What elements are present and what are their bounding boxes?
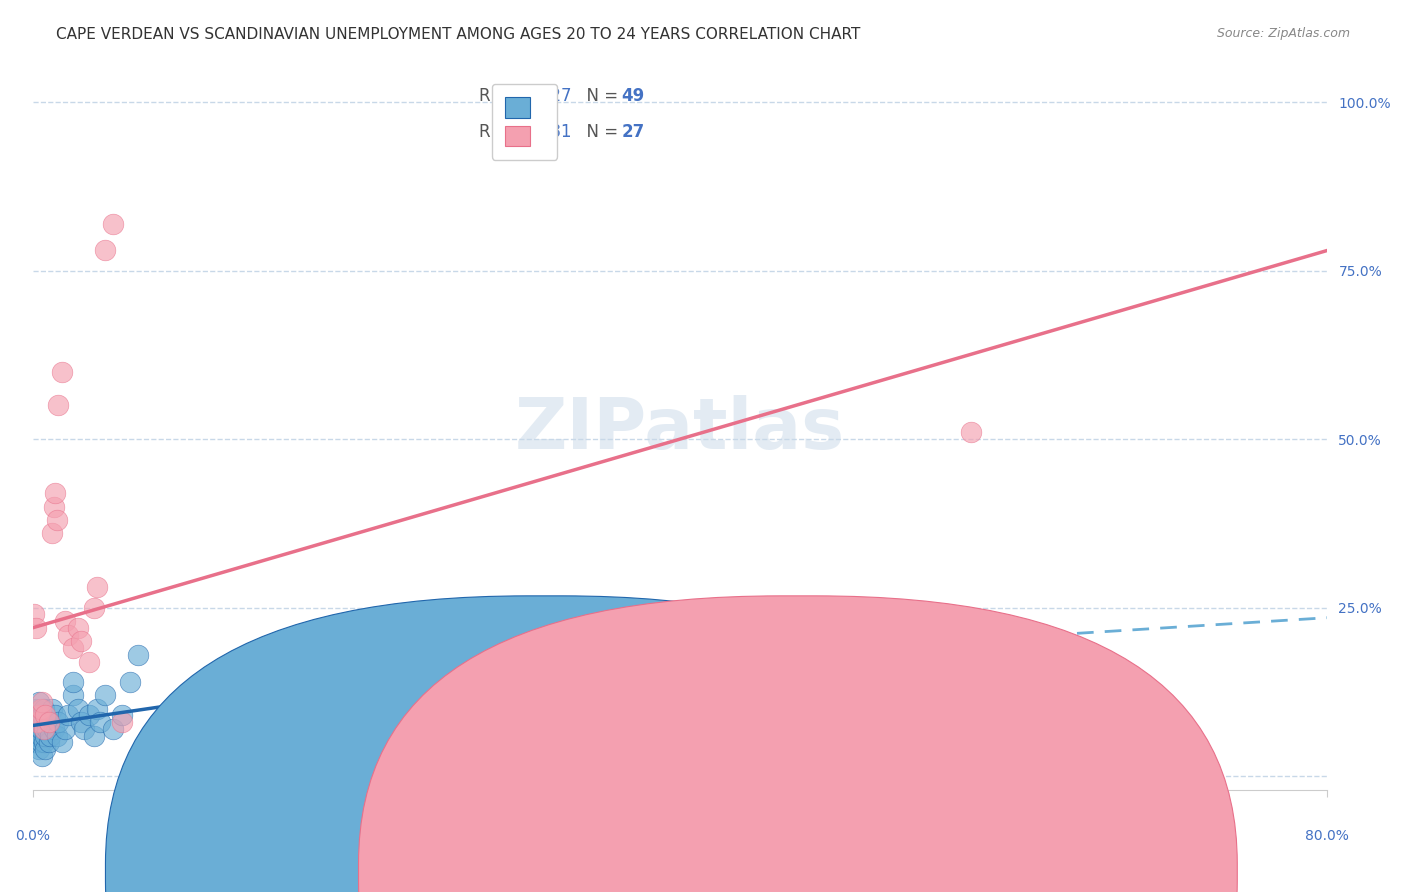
Point [27,708,49,723]
Point [48,715,70,730]
Text: N =: N = [576,87,624,104]
Point [32,722,55,736]
Point [45,729,67,743]
Point [66,701,89,715]
Point [150,735,173,749]
Point [28,708,51,723]
Point [118,674,141,689]
Text: Scandinavians: Scandinavians [789,859,898,874]
Text: 27: 27 [621,122,645,141]
Text: R =: R = [479,122,515,141]
Point [51,735,73,749]
Point [38,715,60,730]
Point [94,244,117,258]
Point [38,735,60,749]
Point [83,600,105,615]
Point [32,735,55,749]
Point [45,513,67,527]
Point [30,729,52,743]
Point [56,627,79,641]
Text: CAPE VERDEAN VS SCANDINAVIAN UNEMPLOYMENT AMONG AGES 20 TO 24 YEARS CORRELATION : CAPE VERDEAN VS SCANDINAVIAN UNEMPLOYMEN… [56,27,860,42]
Point [167,715,190,730]
Point [83,729,105,743]
Text: 49: 49 [621,87,645,104]
Point [30,701,52,715]
Point [28,742,51,756]
Point [34,742,56,756]
Point [77,655,100,669]
Point [39,729,62,743]
Point [89,715,111,730]
Point [183,748,205,763]
Point [51,365,73,379]
Text: 0.127: 0.127 [524,87,572,104]
Point [62,674,84,689]
Point [27,729,49,743]
Point [73,722,96,736]
Point [31,708,53,723]
Point [66,621,89,635]
Point [264,701,287,715]
Point [86,701,108,715]
Point [62,688,84,702]
Text: Cape Verdeans: Cape Verdeans [547,859,662,874]
Text: 0.0%: 0.0% [15,830,51,843]
Point [24,701,46,715]
Point [24,715,46,730]
Point [44,486,66,500]
Point [42,722,65,736]
Text: N =: N = [576,122,624,141]
Point [110,708,132,723]
Point [22,607,45,622]
Point [34,708,56,723]
Point [38,715,60,730]
Point [41,526,63,541]
Point [30,722,52,736]
Point [31,748,53,763]
Point [103,217,125,231]
Text: ZIPatlas: ZIPatlas [515,394,845,464]
Point [24,621,46,635]
Text: Source: ZipAtlas.com: Source: ZipAtlas.com [1216,27,1350,40]
Point [48,399,70,413]
Point [70,634,93,648]
Point [27,715,49,730]
Point [30,735,52,749]
Text: 0.381: 0.381 [524,122,572,141]
Point [70,715,93,730]
Point [86,581,108,595]
Point [35,722,58,736]
Point [62,640,84,655]
Point [44,708,66,723]
Point [34,729,56,743]
Point [31,695,53,709]
Point [53,614,76,628]
Point [56,708,79,723]
Legend: , : , [492,84,557,160]
Text: R =: R = [479,87,515,104]
Point [28,695,51,709]
Point [960,425,983,440]
Point [30,715,52,730]
Point [135,756,157,770]
Point [42,500,65,514]
Point [27,722,49,736]
Point [53,722,76,736]
Point [77,708,100,723]
Point [94,688,117,702]
Point [32,701,55,715]
Point [127,648,149,662]
Point [103,722,125,736]
Text: 80.0%: 80.0% [1305,830,1350,843]
Point [22,735,45,749]
Point [110,715,132,730]
Point [41,701,63,715]
